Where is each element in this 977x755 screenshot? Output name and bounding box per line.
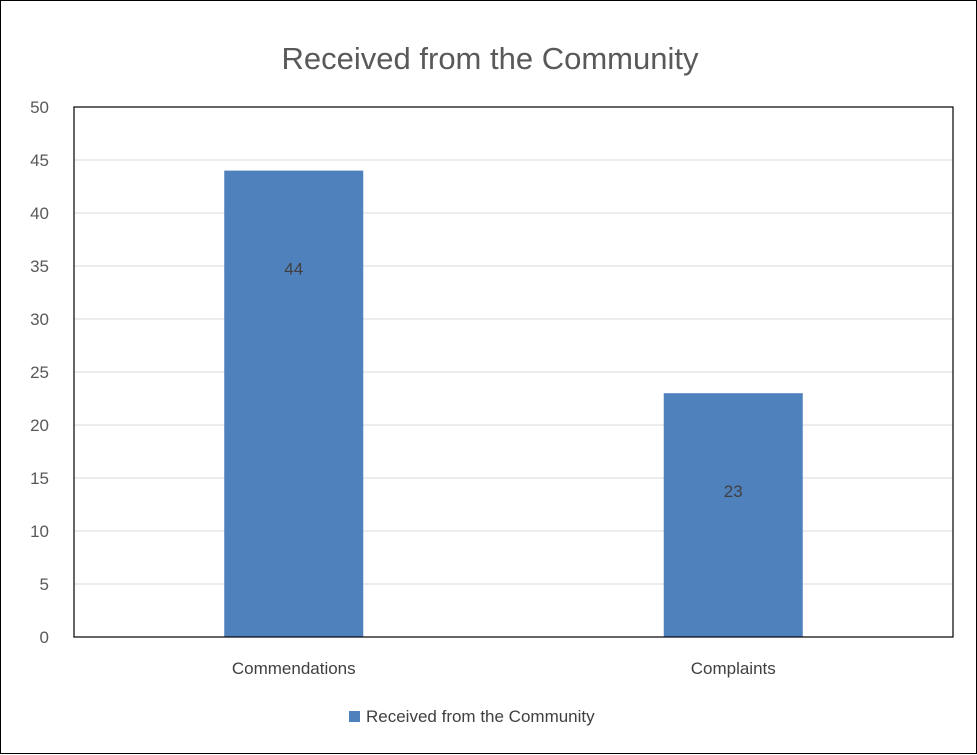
legend: Received from the Community [349, 707, 595, 726]
bars [224, 170, 803, 637]
data-label: 44 [284, 260, 303, 279]
y-tick-label: 15 [30, 469, 49, 488]
bar [224, 170, 364, 637]
y-tick-label: 20 [30, 416, 49, 435]
x-category-label: Complaints [691, 659, 776, 678]
y-tick-label: 0 [40, 628, 49, 647]
y-tick-label: 30 [30, 310, 49, 329]
x-category-label: Commendations [232, 659, 356, 678]
y-tick-label: 50 [30, 98, 49, 117]
data-label: 23 [724, 482, 743, 501]
y-tick-label: 25 [30, 363, 49, 382]
y-tick-label: 5 [40, 575, 49, 594]
y-tick-label: 10 [30, 522, 49, 541]
legend-label: Received from the Community [366, 707, 595, 726]
x-axis-categories: Commendations Complaints [232, 659, 776, 678]
legend-swatch [349, 711, 360, 722]
y-tick-label: 45 [30, 151, 49, 170]
plot-area-border [73, 106, 954, 638]
chart-title: Received from the Community [282, 41, 699, 76]
bar [663, 393, 803, 637]
data-labels: 44 23 [284, 260, 742, 502]
y-tick-label: 35 [30, 257, 49, 276]
y-axis-ticks: 0 5 10 15 20 25 30 35 40 45 50 [30, 98, 49, 647]
y-tick-label: 40 [30, 204, 49, 223]
plot-axes [73, 106, 954, 638]
gridlines [74, 159, 953, 585]
